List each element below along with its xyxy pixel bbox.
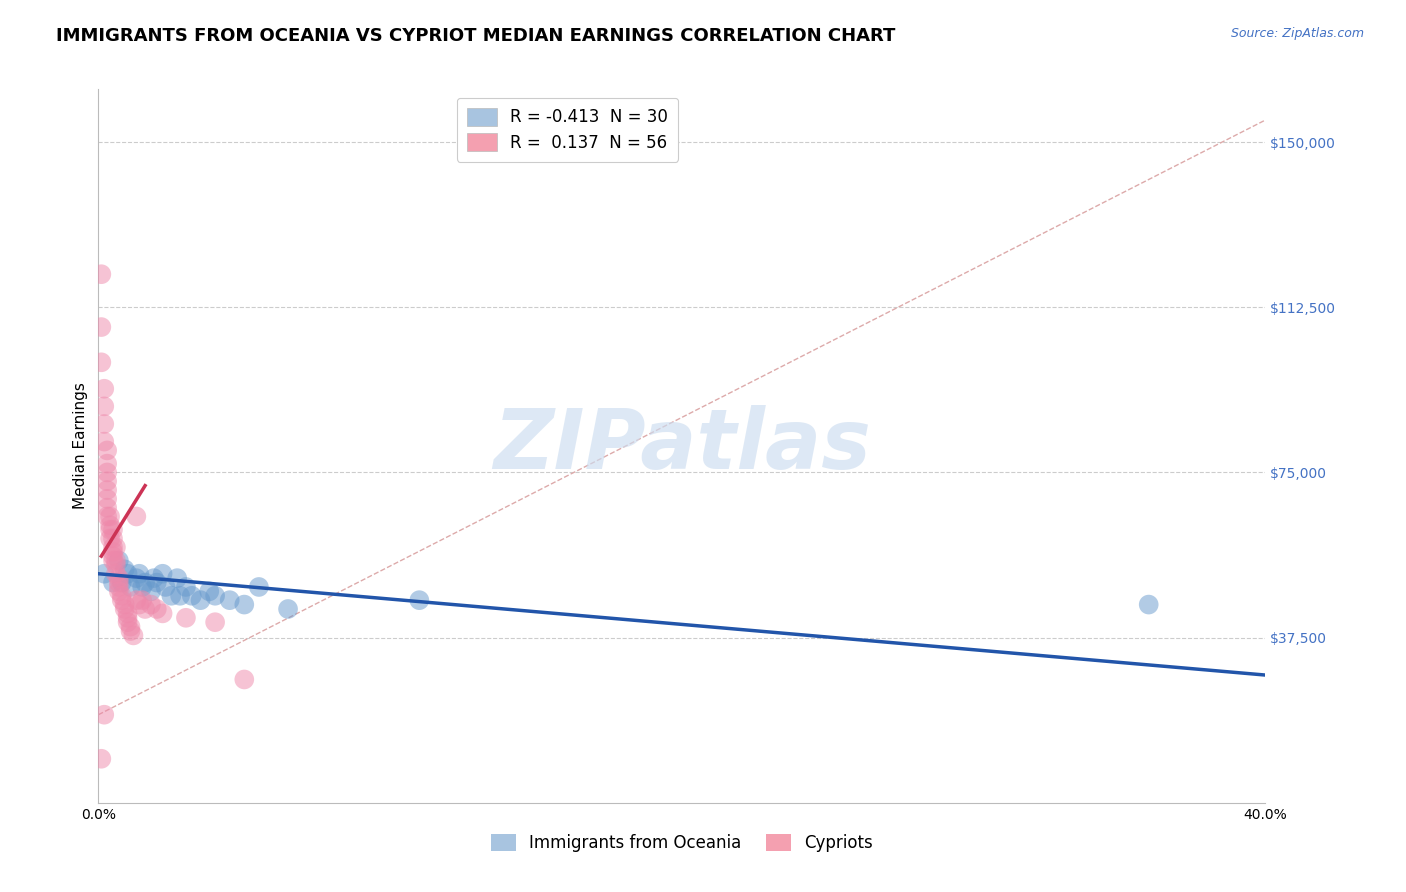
Point — [142, 571, 165, 585]
Point — [125, 509, 148, 524]
Point — [96, 509, 118, 524]
Point — [111, 593, 134, 607]
Point — [96, 457, 118, 471]
Point — [114, 602, 136, 616]
Point — [408, 593, 430, 607]
Point — [174, 580, 197, 594]
Point — [139, 598, 162, 612]
Point — [104, 541, 127, 555]
Point — [146, 575, 169, 590]
Point — [166, 571, 188, 585]
Point — [117, 607, 139, 621]
Legend: Immigrants from Oceania, Cypriots: Immigrants from Oceania, Cypriots — [484, 827, 880, 859]
Point — [152, 566, 174, 581]
Point — [90, 267, 112, 281]
Point — [93, 417, 115, 431]
Point — [108, 571, 131, 585]
Point — [101, 575, 124, 590]
Point — [120, 624, 142, 638]
Point — [93, 382, 115, 396]
Point — [180, 589, 202, 603]
Point — [101, 541, 124, 555]
Point — [233, 673, 256, 687]
Point — [93, 434, 115, 449]
Point — [160, 589, 183, 603]
Point — [117, 611, 139, 625]
Point — [104, 566, 127, 581]
Point — [96, 475, 118, 489]
Point — [114, 562, 136, 576]
Point — [96, 466, 118, 480]
Point — [190, 593, 212, 607]
Point — [128, 598, 150, 612]
Point — [101, 553, 124, 567]
Point — [93, 566, 115, 581]
Point — [198, 584, 221, 599]
Text: Source: ZipAtlas.com: Source: ZipAtlas.com — [1230, 27, 1364, 40]
Point — [117, 566, 139, 581]
Y-axis label: Median Earnings: Median Earnings — [73, 383, 89, 509]
Point — [204, 589, 226, 603]
Point — [131, 580, 153, 594]
Point — [104, 558, 127, 572]
Point — [139, 584, 162, 599]
Point — [108, 575, 131, 590]
Point — [98, 532, 121, 546]
Point — [131, 593, 153, 607]
Point — [204, 615, 226, 630]
Point — [125, 571, 148, 585]
Point — [233, 598, 256, 612]
Point — [101, 549, 124, 563]
Point — [155, 580, 177, 594]
Point — [152, 607, 174, 621]
Point — [120, 580, 142, 594]
Point — [96, 443, 118, 458]
Point — [93, 400, 115, 414]
Point — [101, 532, 124, 546]
Point — [90, 355, 112, 369]
Point — [114, 598, 136, 612]
Point — [134, 602, 156, 616]
Point — [174, 611, 197, 625]
Point — [111, 589, 134, 603]
Point — [122, 628, 145, 642]
Point — [111, 575, 134, 590]
Point — [1137, 598, 1160, 612]
Point — [128, 566, 150, 581]
Point — [93, 707, 115, 722]
Point — [96, 500, 118, 515]
Text: IMMIGRANTS FROM OCEANIA VS CYPRIOT MEDIAN EARNINGS CORRELATION CHART: IMMIGRANTS FROM OCEANIA VS CYPRIOT MEDIA… — [56, 27, 896, 45]
Point — [101, 545, 124, 559]
Point — [90, 752, 112, 766]
Point — [101, 523, 124, 537]
Point — [98, 518, 121, 533]
Point — [117, 615, 139, 630]
Point — [120, 619, 142, 633]
Point — [96, 491, 118, 506]
Point — [108, 584, 131, 599]
Point — [125, 593, 148, 607]
Point — [134, 575, 156, 590]
Point — [98, 523, 121, 537]
Point — [218, 593, 240, 607]
Point — [98, 509, 121, 524]
Point — [169, 589, 191, 603]
Point — [90, 320, 112, 334]
Point — [247, 580, 270, 594]
Point — [96, 483, 118, 497]
Point — [108, 580, 131, 594]
Point — [104, 553, 127, 567]
Point — [277, 602, 299, 616]
Point — [108, 553, 131, 567]
Text: ZIPatlas: ZIPatlas — [494, 406, 870, 486]
Point — [146, 602, 169, 616]
